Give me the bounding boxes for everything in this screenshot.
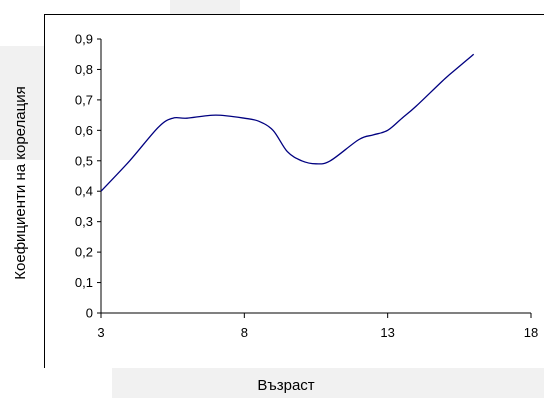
y-tick-label: 0,7 xyxy=(75,92,93,107)
series-layer xyxy=(100,53,475,192)
background-patch-left xyxy=(0,46,44,160)
x-tick-label: 13 xyxy=(380,325,394,340)
x-tick-label: 8 xyxy=(241,325,248,340)
x-axis-ticks: 3 8 13 18 xyxy=(97,313,538,340)
y-tick-label: 0,5 xyxy=(75,153,93,168)
y-tick-label: 0,6 xyxy=(75,123,93,138)
x-axis-title: Възраст xyxy=(257,377,314,394)
background-patch-top xyxy=(170,0,240,14)
x-tick-label: 3 xyxy=(97,325,104,340)
y-axis-ticks: 0 0,1 0,2 0,3 0,4 0,5 0,6 0,7 0,8 0,9 xyxy=(75,32,101,321)
chart-area xyxy=(44,14,544,368)
y-tick-label: 0,4 xyxy=(75,184,93,199)
y-tick-label: 0,9 xyxy=(75,32,93,47)
y-tick-label: 0,8 xyxy=(75,62,93,77)
y-tick-label: 0,2 xyxy=(75,245,93,260)
y-tick-label: 0,3 xyxy=(75,214,93,229)
y-axis-title: Коефициенти на корелация xyxy=(12,86,29,279)
y-tick-label: 0,1 xyxy=(75,275,93,290)
y-tick-label: 0 xyxy=(86,306,93,321)
x-tick-label: 18 xyxy=(524,325,538,340)
series-line xyxy=(100,53,475,192)
background-patch-bottom xyxy=(112,368,544,398)
